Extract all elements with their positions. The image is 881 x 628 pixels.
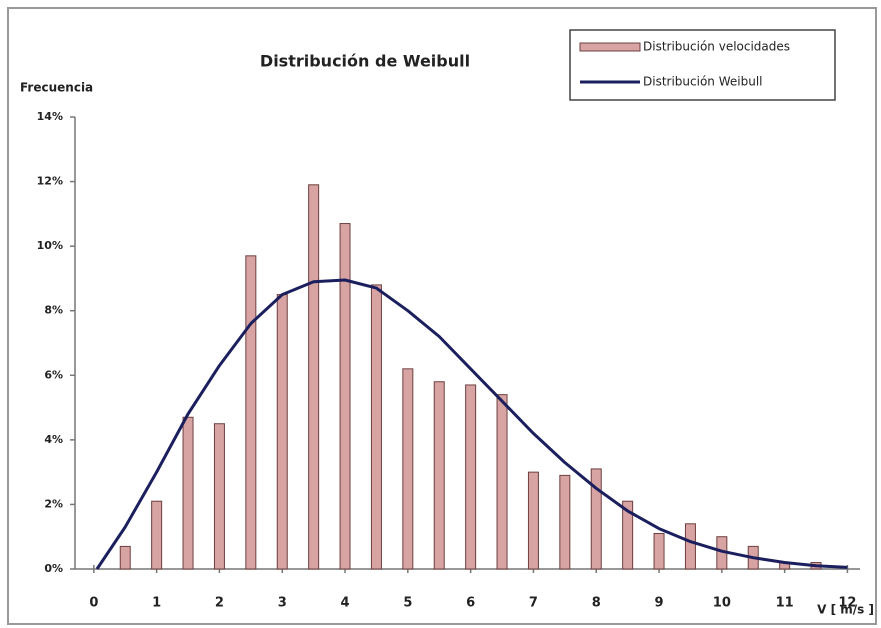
bar bbox=[308, 184, 320, 570]
bar bbox=[339, 223, 351, 570]
y-axis-label: Frecuencia bbox=[20, 81, 93, 95]
bar bbox=[370, 284, 382, 570]
legend-label: Distribución velocidades bbox=[643, 40, 790, 54]
x-tick-label: 11 bbox=[776, 596, 794, 611]
bar bbox=[433, 381, 445, 570]
x-tick-label: 7 bbox=[529, 596, 538, 611]
bar bbox=[590, 468, 602, 570]
x-axis-label: V [ m/s ] bbox=[817, 603, 874, 617]
x-tick-label: 6 bbox=[466, 596, 475, 611]
y-tick-label: 8% bbox=[44, 304, 63, 317]
bar bbox=[402, 368, 414, 570]
legend-box bbox=[569, 29, 836, 101]
bar bbox=[527, 471, 539, 570]
bar bbox=[151, 500, 163, 570]
x-tick-label: 12 bbox=[838, 596, 856, 611]
bar bbox=[213, 423, 225, 570]
x-tick-label: 2 bbox=[215, 596, 224, 611]
y-tick-label: 12% bbox=[37, 175, 63, 188]
bar bbox=[496, 394, 508, 570]
legend-label: Distribución Weibull bbox=[643, 75, 762, 89]
chart-title: Distribución de Weibull bbox=[260, 52, 470, 71]
x-tick-label: 8 bbox=[592, 596, 601, 611]
y-tick-label: 6% bbox=[44, 368, 63, 381]
x-tick-label: 3 bbox=[278, 596, 287, 611]
bar bbox=[559, 474, 571, 570]
bar bbox=[182, 416, 194, 570]
x-tick-label: 5 bbox=[403, 596, 412, 611]
bar bbox=[245, 255, 257, 570]
x-tick-label: 1 bbox=[152, 596, 161, 611]
y-tick-label: 10% bbox=[37, 239, 63, 252]
line bbox=[95, 278, 848, 570]
x-tick-label: 9 bbox=[655, 596, 664, 611]
x-tick-label: 10 bbox=[713, 596, 731, 611]
x-tick-label: 0 bbox=[89, 596, 98, 611]
bar bbox=[276, 294, 288, 570]
y-tick-label: 4% bbox=[44, 433, 63, 446]
bar bbox=[119, 545, 131, 570]
y-tick-label: 14% bbox=[37, 110, 63, 123]
x-tick-label: 4 bbox=[341, 596, 350, 611]
bar bbox=[465, 384, 477, 570]
bar bbox=[653, 532, 665, 570]
legend-swatch bbox=[579, 42, 641, 52]
bar bbox=[622, 500, 634, 570]
bar bbox=[684, 523, 696, 570]
y-tick-label: 2% bbox=[44, 497, 63, 510]
y-tick-label: 0% bbox=[44, 562, 63, 575]
